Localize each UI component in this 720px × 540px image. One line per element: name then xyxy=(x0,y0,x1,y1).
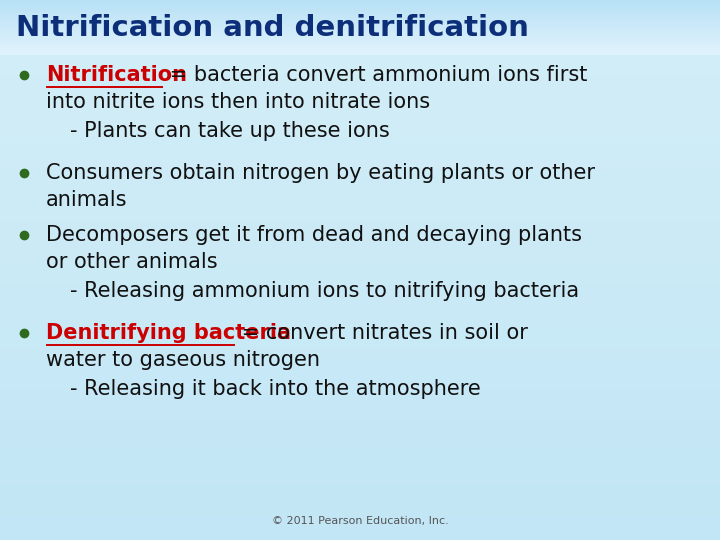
Text: - Plants can take up these ions: - Plants can take up these ions xyxy=(70,121,390,141)
Text: - Releasing ammonium ions to nitrifying bacteria: - Releasing ammonium ions to nitrifying … xyxy=(70,281,579,301)
Text: Nitrification and denitrification: Nitrification and denitrification xyxy=(16,14,529,42)
Text: into nitrite ions then into nitrate ions: into nitrite ions then into nitrate ions xyxy=(46,92,430,112)
Text: Nitrification: Nitrification xyxy=(46,65,187,85)
Text: = bacteria convert ammonium ions first: = bacteria convert ammonium ions first xyxy=(163,65,588,85)
Text: Decomposers get it from dead and decaying plants: Decomposers get it from dead and decayin… xyxy=(46,225,582,245)
Text: water to gaseous nitrogen: water to gaseous nitrogen xyxy=(46,350,320,370)
Text: Consumers obtain nitrogen by eating plants or other: Consumers obtain nitrogen by eating plan… xyxy=(46,163,595,183)
Text: or other animals: or other animals xyxy=(46,252,217,272)
Text: = convert nitrates in soil or: = convert nitrates in soil or xyxy=(235,323,528,343)
Text: © 2011 Pearson Education, Inc.: © 2011 Pearson Education, Inc. xyxy=(271,516,449,526)
Text: Denitrifying bacteria: Denitrifying bacteria xyxy=(46,323,291,343)
Text: - Releasing it back into the atmosphere: - Releasing it back into the atmosphere xyxy=(70,379,481,399)
Text: animals: animals xyxy=(46,190,127,210)
